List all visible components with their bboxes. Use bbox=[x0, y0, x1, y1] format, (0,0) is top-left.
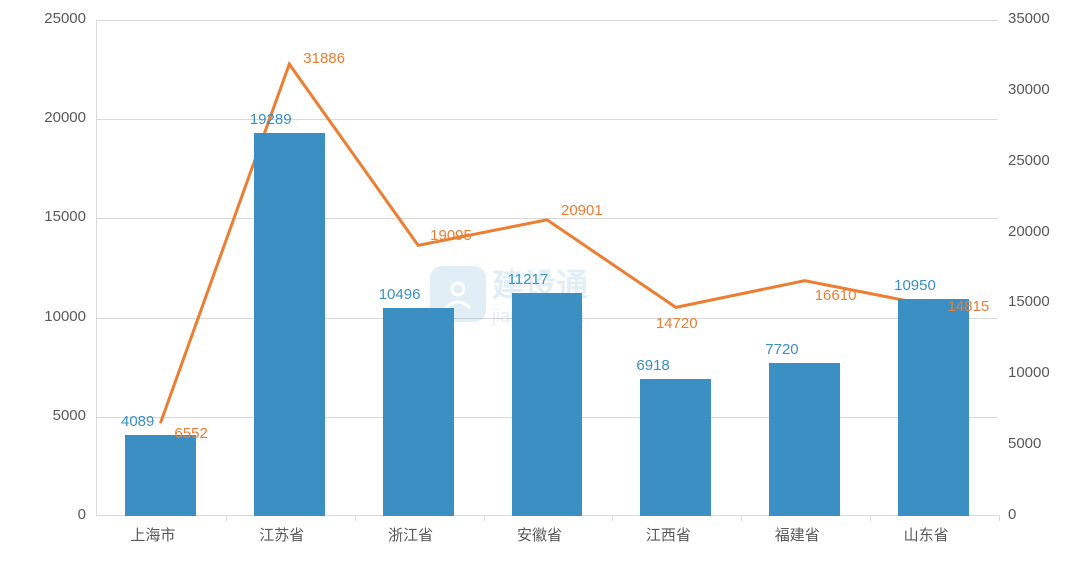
bar-value-label: 6918 bbox=[636, 357, 669, 374]
y-left-tick-label: 10000 bbox=[44, 308, 86, 325]
y-left-tick-label: 5000 bbox=[53, 407, 86, 424]
y-right-tick-label: 20000 bbox=[1008, 223, 1050, 240]
y-right-tick-label: 35000 bbox=[1008, 10, 1050, 27]
bar-value-label: 10950 bbox=[894, 277, 936, 294]
x-tick-label: 浙江省 bbox=[388, 524, 433, 545]
y-right-tick-label: 25000 bbox=[1008, 152, 1050, 169]
line-value-label: 16610 bbox=[815, 287, 857, 304]
bar-value-label: 11217 bbox=[508, 271, 549, 288]
x-tick-label: 江苏省 bbox=[259, 524, 304, 545]
combo-chart: 建设通 jianshetong 050001000015000200002500… bbox=[0, 0, 1080, 564]
y-right-tick-label: 30000 bbox=[1008, 81, 1050, 98]
x-tick-label: 安徽省 bbox=[517, 524, 562, 545]
bar bbox=[512, 293, 583, 516]
bar bbox=[125, 435, 196, 516]
line-value-label: 20901 bbox=[561, 202, 603, 219]
x-tick-label: 山东省 bbox=[904, 524, 949, 545]
y-right-tick-label: 5000 bbox=[1008, 435, 1041, 452]
y-left-tick-label: 0 bbox=[78, 506, 86, 523]
bar bbox=[254, 133, 325, 516]
y-right-tick-label: 0 bbox=[1008, 506, 1016, 523]
bar-value-label: 19289 bbox=[250, 111, 292, 128]
line-value-label: 6552 bbox=[174, 425, 207, 442]
y-right-tick-label: 15000 bbox=[1008, 293, 1050, 310]
x-tick-label: 福建省 bbox=[775, 524, 820, 545]
x-tick-label: 江西省 bbox=[646, 524, 691, 545]
y-left-tick-label: 15000 bbox=[44, 208, 86, 225]
y-left-tick-label: 25000 bbox=[44, 10, 86, 27]
y-left-tick-label: 20000 bbox=[44, 109, 86, 126]
bar bbox=[383, 308, 454, 516]
bar-value-label: 4089 bbox=[121, 413, 154, 430]
x-tick-label: 上海市 bbox=[130, 524, 175, 545]
bar-value-label: 7720 bbox=[765, 341, 798, 358]
line-value-label: 31886 bbox=[303, 50, 345, 67]
bar-value-label: 10496 bbox=[379, 286, 421, 303]
bar bbox=[769, 363, 840, 516]
y-right-tick-label: 10000 bbox=[1008, 364, 1050, 381]
line-value-label: 14720 bbox=[656, 315, 698, 332]
bar bbox=[640, 379, 711, 516]
line-value-label: 14815 bbox=[948, 298, 990, 315]
bar bbox=[898, 299, 969, 516]
line-value-label: 19095 bbox=[430, 227, 472, 244]
